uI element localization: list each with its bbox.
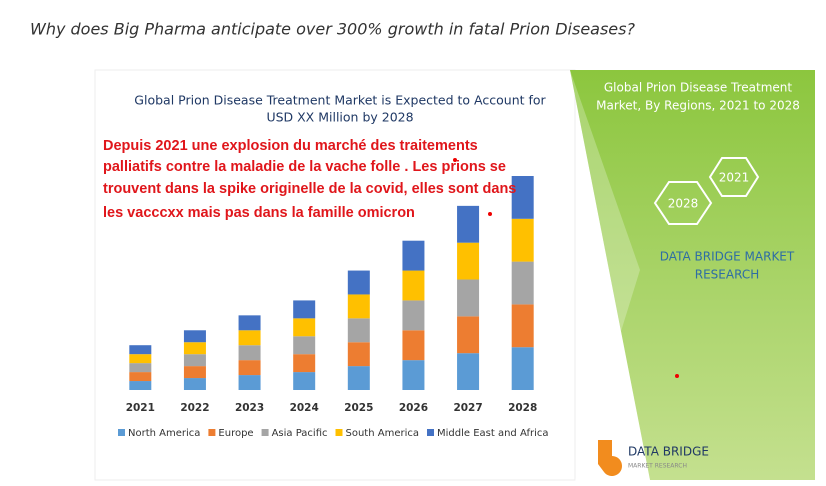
bar-segment	[293, 318, 316, 337]
bar-segment	[402, 300, 425, 331]
bar-segment	[238, 345, 261, 361]
dot	[488, 212, 492, 216]
side-brand: RESEARCH	[695, 268, 759, 282]
bar-segment	[238, 330, 261, 346]
bar-segment	[238, 315, 261, 331]
legend-label: South America	[346, 428, 420, 439]
annotation: Depuis 2021 une explosion du marché des …	[103, 138, 478, 154]
bar-segment	[129, 345, 152, 355]
legend-swatch	[335, 429, 343, 436]
legend-swatch	[118, 429, 125, 436]
bar-segment	[238, 360, 261, 376]
side-title: Global Prion Disease Treatment	[604, 81, 793, 95]
bar-segment	[293, 372, 316, 390]
logo-name: DATA BRIDGE	[628, 445, 709, 459]
bar-segment	[347, 342, 370, 367]
bar-segment	[457, 242, 480, 280]
x-tick-label: 2021	[126, 402, 155, 414]
bar-segment	[293, 336, 316, 355]
bar-segment	[183, 366, 206, 379]
bar-segment	[293, 354, 316, 373]
chart-panel	[94, 69, 576, 481]
bar-segment	[457, 316, 480, 354]
annotation: trouvent dans la spike originelle de la …	[103, 181, 516, 197]
bar-segment	[457, 205, 480, 243]
annotation: les vacccxx mais pas dans la famille omi…	[103, 205, 415, 221]
bar-segment	[511, 304, 534, 348]
bar-segment	[347, 270, 370, 295]
bar-segment	[129, 354, 152, 364]
legend-label: Europe	[218, 428, 253, 439]
bar-segment	[183, 330, 206, 343]
legend-label: Asia Pacific	[272, 428, 328, 439]
legend-label: Middle East and Africa	[437, 428, 548, 439]
bar-segment	[347, 318, 370, 343]
plot: 2021 2022 2023 2024 2025 2026 2027 2028 North Am…	[118, 176, 548, 439]
x-tick-label: 2022	[180, 402, 209, 414]
bar-segment	[183, 354, 206, 367]
bar-segment	[511, 261, 534, 305]
bar-segment	[347, 294, 370, 319]
side-panel-shade	[570, 70, 650, 480]
page-heading: Why does Big Pharma anticipate over 300%…	[30, 20, 635, 39]
bar-segment	[402, 240, 425, 271]
x-tick-label: 2025	[344, 402, 373, 414]
side-title: Market, By Regions, 2021 to 2028	[596, 99, 800, 113]
bar-segment	[511, 176, 534, 219]
x-tick-label: 2023	[235, 402, 264, 414]
side-brand: DATA BRIDGE MARKET	[660, 250, 795, 264]
bar-segment	[183, 342, 206, 355]
hexagon	[708, 157, 760, 197]
chart-title: USD XX Million by 2028	[266, 110, 413, 125]
x-tick-label: 2027	[453, 402, 482, 414]
bar-segment	[129, 363, 152, 373]
logo-tagline: MARKET RESEARCH	[628, 463, 687, 470]
bar-segment	[511, 218, 534, 262]
hexagon-label: 2021	[719, 171, 750, 185]
side-panel	[570, 70, 815, 480]
legend-swatch	[427, 429, 434, 436]
legend-label: North America	[128, 428, 200, 439]
logo-mark	[598, 440, 623, 476]
bar-segment	[347, 366, 370, 390]
bar-segment	[457, 353, 480, 390]
legend-swatch	[261, 429, 269, 436]
legend-swatch	[208, 429, 216, 436]
annotation: palliatifs contre la maladie de la vache…	[103, 159, 506, 175]
bar-segment	[238, 375, 261, 390]
bar-segment	[129, 381, 152, 390]
x-tick-label: 2026	[399, 402, 428, 414]
chart-title: Global Prion Disease Treatment Market is…	[134, 93, 546, 108]
dot	[675, 374, 679, 378]
bar-segment	[402, 270, 425, 301]
x-tick-label: 2024	[290, 402, 319, 414]
bar-segment	[457, 279, 480, 317]
dot	[453, 158, 457, 162]
bar-segment	[293, 300, 316, 319]
bar-segment	[402, 360, 425, 390]
bar-segment	[183, 378, 206, 390]
bar-segment	[511, 347, 534, 390]
bar-segment	[402, 330, 425, 361]
hexagon	[653, 181, 713, 225]
bar-segment	[129, 372, 152, 382]
x-tick-label: 2028	[508, 402, 537, 414]
hexagon-label: 2028	[668, 197, 699, 211]
